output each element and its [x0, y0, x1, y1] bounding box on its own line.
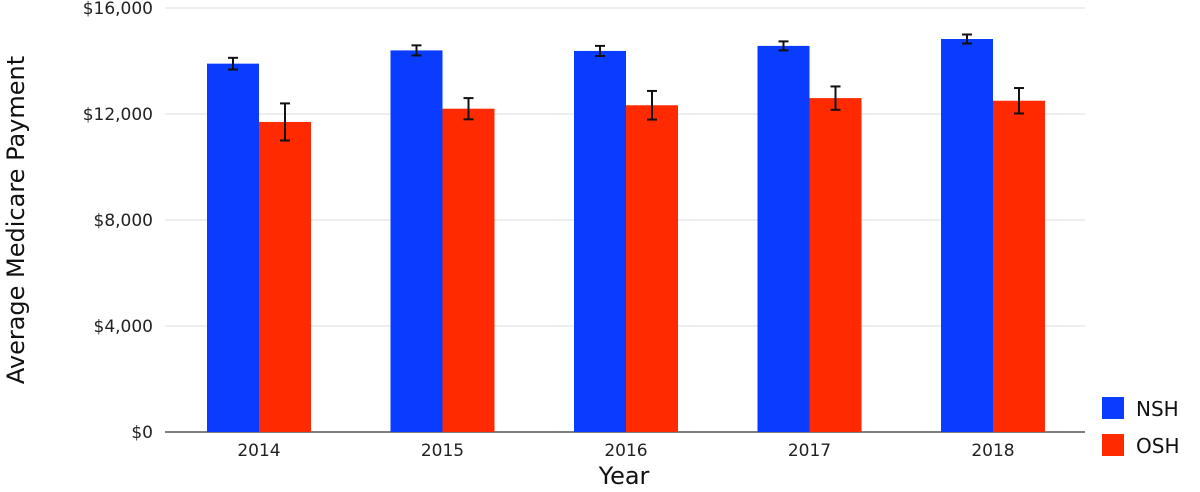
error-bar-nsh-2014 — [228, 56, 238, 71]
legend-swatch-nsh — [1102, 397, 1124, 419]
error-bar-nsh-2018 — [962, 33, 972, 45]
error-bar-osh-2014 — [280, 102, 290, 142]
y-axis-ticks: $0 $4,000 $8,000 $12,000 $16,000 — [83, 0, 153, 443]
x-axis-label: Year — [598, 462, 650, 490]
bar-osh-2016 — [626, 105, 678, 432]
y-tick-label: $0 — [131, 423, 153, 443]
bar-nsh-2018 — [941, 39, 993, 432]
y-tick-label: $4,000 — [94, 317, 153, 337]
x-tick-label: 2016 — [604, 441, 647, 461]
bars — [207, 39, 1045, 433]
error-bar-osh-2017 — [830, 85, 841, 111]
bar-osh-2017 — [809, 98, 862, 432]
error-bar-nsh-2017 — [778, 40, 789, 52]
y-tick-label: $8,000 — [94, 211, 153, 231]
legend-label-osh: OSH — [1136, 434, 1179, 458]
legend: NSH OSH — [1102, 397, 1179, 458]
x-axis-ticks: 2014 2015 2016 2017 2018 — [237, 441, 1014, 461]
y-tick-label: $16,000 — [83, 0, 153, 19]
bar-osh-2018 — [993, 100, 1045, 432]
legend-swatch-osh — [1102, 434, 1124, 456]
bar-nsh-2014 — [207, 63, 259, 433]
error-bar-osh-2015 — [463, 97, 474, 121]
error-bar-osh-2016 — [647, 89, 657, 121]
error-bar-nsh-2015 — [411, 44, 422, 57]
x-tick-label: 2017 — [788, 441, 831, 461]
bar-nsh-2015 — [390, 50, 443, 433]
bar-nsh-2017 — [757, 45, 810, 433]
legend-label-nsh: NSH — [1136, 397, 1179, 421]
bar-nsh-2016 — [574, 50, 626, 433]
x-tick-label: 2018 — [971, 441, 1014, 461]
bar-osh-2015 — [442, 108, 495, 432]
x-tick-label: 2014 — [237, 441, 280, 461]
bar-osh-2014 — [259, 121, 311, 432]
error-bar-osh-2018 — [1014, 87, 1024, 115]
error-bar-nsh-2016 — [595, 44, 605, 57]
y-tick-label: $12,000 — [83, 105, 153, 125]
error-bars — [228, 33, 1024, 142]
x-tick-label: 2015 — [421, 441, 464, 461]
y-axis-label: Average Medicare Payment — [2, 56, 30, 384]
